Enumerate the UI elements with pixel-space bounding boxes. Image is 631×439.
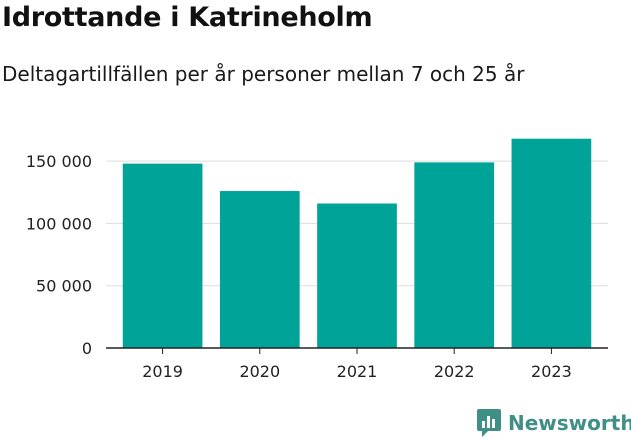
brand-name: Newsworthy: [508, 411, 631, 435]
x-tick-label: 2023: [531, 362, 572, 381]
bar: [219, 191, 300, 348]
bar-chart-logo-icon: [477, 409, 501, 437]
y-tick-label: 50 000: [36, 277, 92, 296]
chart-subtitle: Deltagartillfällen per år personer mella…: [2, 62, 525, 86]
bar: [511, 138, 592, 348]
y-tick-label: 150 000: [26, 152, 92, 171]
x-tick-label: 2022: [434, 362, 475, 381]
y-tick-label: 0: [82, 339, 92, 358]
x-tick-label: 2019: [142, 362, 183, 381]
bar: [414, 162, 495, 348]
chart-title: Idrottande i Katrineholm: [2, 2, 373, 33]
x-tick-label: 2021: [337, 362, 378, 381]
bar: [122, 163, 203, 348]
bars: [122, 138, 592, 348]
y-tick-label: 100 000: [26, 214, 92, 233]
x-tick-label: 2020: [239, 362, 280, 381]
axes: 0 50 000 100 000 150 000 2019 2020 2021 2022 202…: [26, 152, 608, 381]
newsworthy-logo: Newsworthy: [476, 407, 631, 439]
bar: [317, 203, 397, 348]
